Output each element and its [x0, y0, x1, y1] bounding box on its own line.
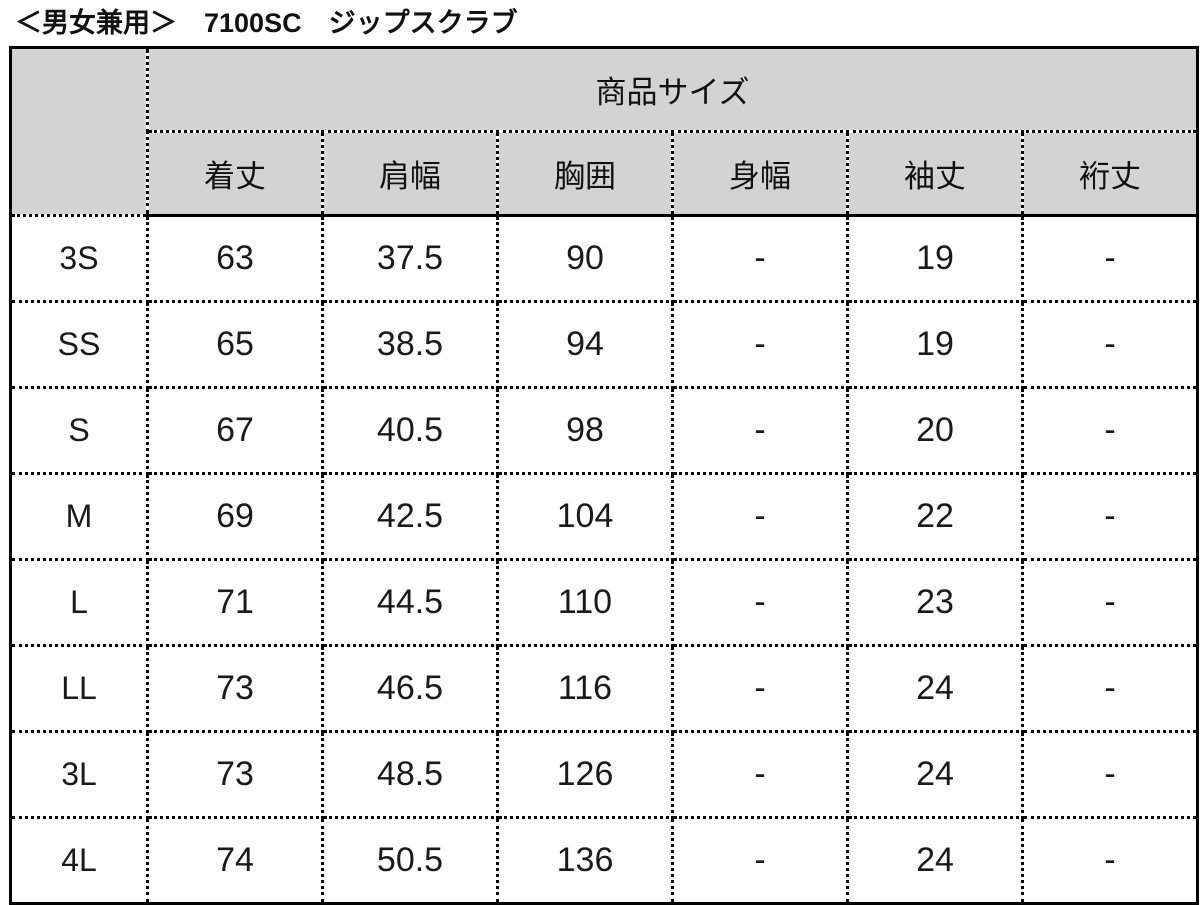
table-cell: 63	[146, 214, 324, 303]
table-cell: 90	[496, 214, 674, 303]
table-row-3s: 3S 63 37.5 90 - 19 -	[9, 214, 1200, 303]
table-cell: 44.5	[321, 558, 499, 647]
size-label: 4L	[9, 816, 149, 905]
size-label: LL	[9, 644, 149, 733]
table-cell: -	[671, 558, 849, 647]
header-columns-row: 着丈 肩幅 胸囲 身幅 袖丈 裄丈	[11, 130, 1200, 217]
table-cell: 65	[146, 300, 324, 389]
table-row-m: M 69 42.5 104 - 22 -	[9, 472, 1200, 561]
size-label: 3L	[9, 730, 149, 819]
table-cell: -	[1020, 558, 1200, 647]
table-cell: -	[1020, 386, 1200, 475]
column-header-shoulder-width: 肩幅	[321, 130, 499, 217]
table-row-ll: LL 73 46.5 116 - 24 -	[9, 644, 1200, 733]
table-cell: -	[671, 214, 849, 303]
column-header-yuki-length: 裄丈	[1020, 130, 1200, 217]
table-row-l: L 71 44.5 110 - 23 -	[9, 558, 1200, 647]
table-cell: 94	[496, 300, 674, 389]
table-cell: -	[671, 472, 849, 561]
table-cell: 73	[146, 644, 324, 733]
table-row-4l: 4L 74 50.5 136 - 24 -	[9, 816, 1200, 905]
table-cell: 136	[496, 816, 674, 905]
table-cell: 37.5	[321, 214, 499, 303]
table-cell: 69	[146, 472, 324, 561]
corner-cell	[9, 46, 149, 217]
table-cell: 19	[846, 214, 1024, 303]
merged-header-product-size: 商品サイズ	[145, 46, 1200, 133]
page-title: ＜男女兼用＞ 7100SC ジップスクラブ	[15, 8, 518, 38]
table-cell: -	[671, 730, 849, 819]
table-cell: 116	[496, 644, 674, 733]
size-label: S	[9, 386, 149, 475]
table-cell: -	[671, 386, 849, 475]
table-cell: 104	[496, 472, 674, 561]
table-cell: -	[671, 300, 849, 389]
table-cell: 24	[846, 644, 1024, 733]
column-header-body-width: 身幅	[671, 130, 849, 217]
size-label: L	[9, 558, 149, 647]
table-cell: 19	[846, 300, 1024, 389]
size-label: SS	[9, 300, 149, 389]
table-cell: 22	[846, 472, 1024, 561]
table-cell: -	[1020, 730, 1200, 819]
table-cell: 50.5	[321, 816, 499, 905]
table-cell: 24	[846, 730, 1024, 819]
table-cell: 71	[146, 558, 324, 647]
size-label: M	[9, 472, 149, 561]
table-cell: 24	[846, 816, 1024, 905]
table-cell: 46.5	[321, 644, 499, 733]
column-header-body-length: 着丈	[146, 130, 324, 217]
table-cell: 23	[846, 558, 1024, 647]
table-cell: -	[1020, 300, 1200, 389]
table-cell: -	[671, 644, 849, 733]
table-cell: -	[671, 816, 849, 905]
table-body: 3S 63 37.5 90 - 19 - SS 65 38.5 94 - 19 …	[9, 214, 1200, 905]
table-cell: -	[1020, 644, 1200, 733]
table-header: 商品サイズ 着丈 肩幅 胸囲 身幅 袖丈 裄丈	[9, 46, 1200, 217]
table-cell: 67	[146, 386, 324, 475]
table-row-s: S 67 40.5 98 - 20 -	[9, 386, 1200, 475]
table-row-ss: SS 65 38.5 94 - 19 -	[9, 300, 1200, 389]
table-cell: 20	[846, 386, 1024, 475]
column-header-sleeve-length: 袖丈	[846, 130, 1024, 217]
table-cell: 74	[146, 816, 324, 905]
table-cell: -	[1020, 214, 1200, 303]
table-cell: 48.5	[321, 730, 499, 819]
table-cell: 126	[496, 730, 674, 819]
size-label: 3S	[9, 214, 149, 303]
header-group-row: 商品サイズ	[9, 46, 1200, 217]
table-cell: -	[1020, 472, 1200, 561]
table-cell: 110	[496, 558, 674, 647]
column-header-chest: 胸囲	[496, 130, 674, 217]
table-cell: -	[1020, 816, 1200, 905]
size-chart-table: 商品サイズ 着丈 肩幅 胸囲 身幅 袖丈 裄丈 3S 63 37.5 90 - …	[9, 46, 1200, 905]
table-cell: 98	[496, 386, 674, 475]
table-cell: 38.5	[321, 300, 499, 389]
table-row-3l: 3L 73 48.5 126 - 24 -	[9, 730, 1200, 819]
table-cell: 73	[146, 730, 324, 819]
table-cell: 40.5	[321, 386, 499, 475]
table-cell: 42.5	[321, 472, 499, 561]
